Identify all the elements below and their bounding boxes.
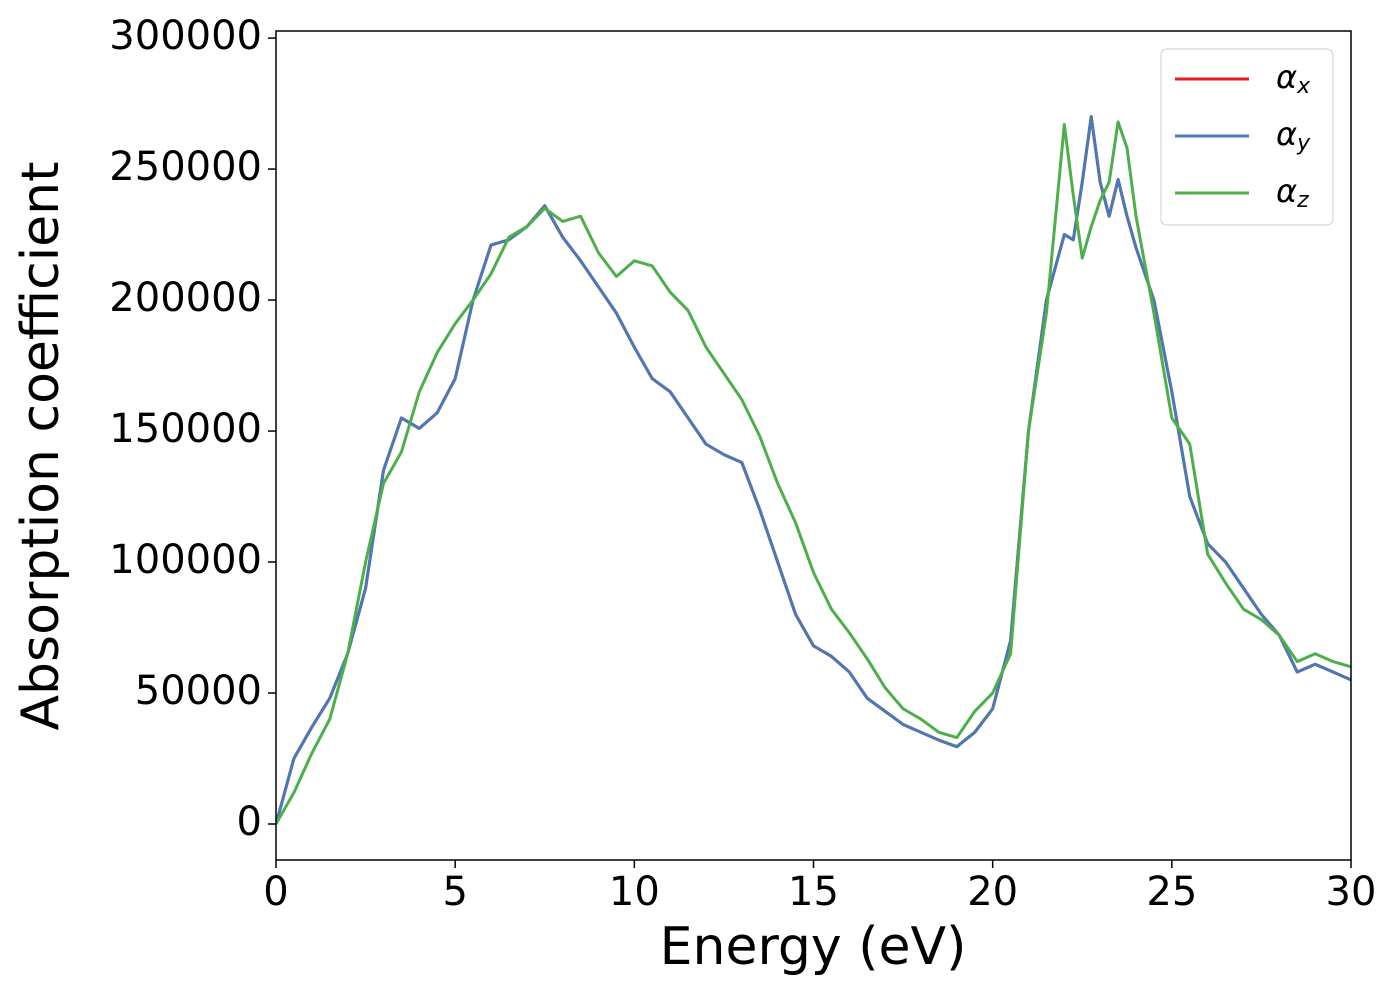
y-tick-label: 150000 (109, 406, 262, 452)
x-tick-label: 15 (788, 869, 839, 915)
series-line (276, 120, 1351, 825)
y-axis-label: Absorption coefficient (11, 161, 71, 730)
y-tick-label: 0 (237, 799, 262, 845)
legend-label: αy (1276, 115, 1311, 156)
y-tick-label: 200000 (109, 275, 262, 321)
y-tick-label: 300000 (109, 13, 262, 59)
legend-label: αz (1276, 172, 1309, 213)
y-tick-label: 50000 (135, 668, 262, 714)
x-tick-label: 30 (1326, 869, 1377, 915)
x-axis-label: Energy (eV) (660, 917, 967, 977)
x-tick-label: 25 (1146, 869, 1197, 915)
series-line (276, 115, 1351, 825)
x-tick-label: 20 (967, 869, 1018, 915)
legend-label: αx (1276, 58, 1311, 99)
plot-frame (275, 30, 1352, 861)
y-tick-label: 250000 (109, 144, 262, 190)
x-tick-label: 0 (263, 869, 288, 915)
x-tick-label: 10 (609, 869, 660, 915)
y-tick-label: 100000 (109, 537, 262, 583)
x-tick-label: 5 (442, 869, 467, 915)
